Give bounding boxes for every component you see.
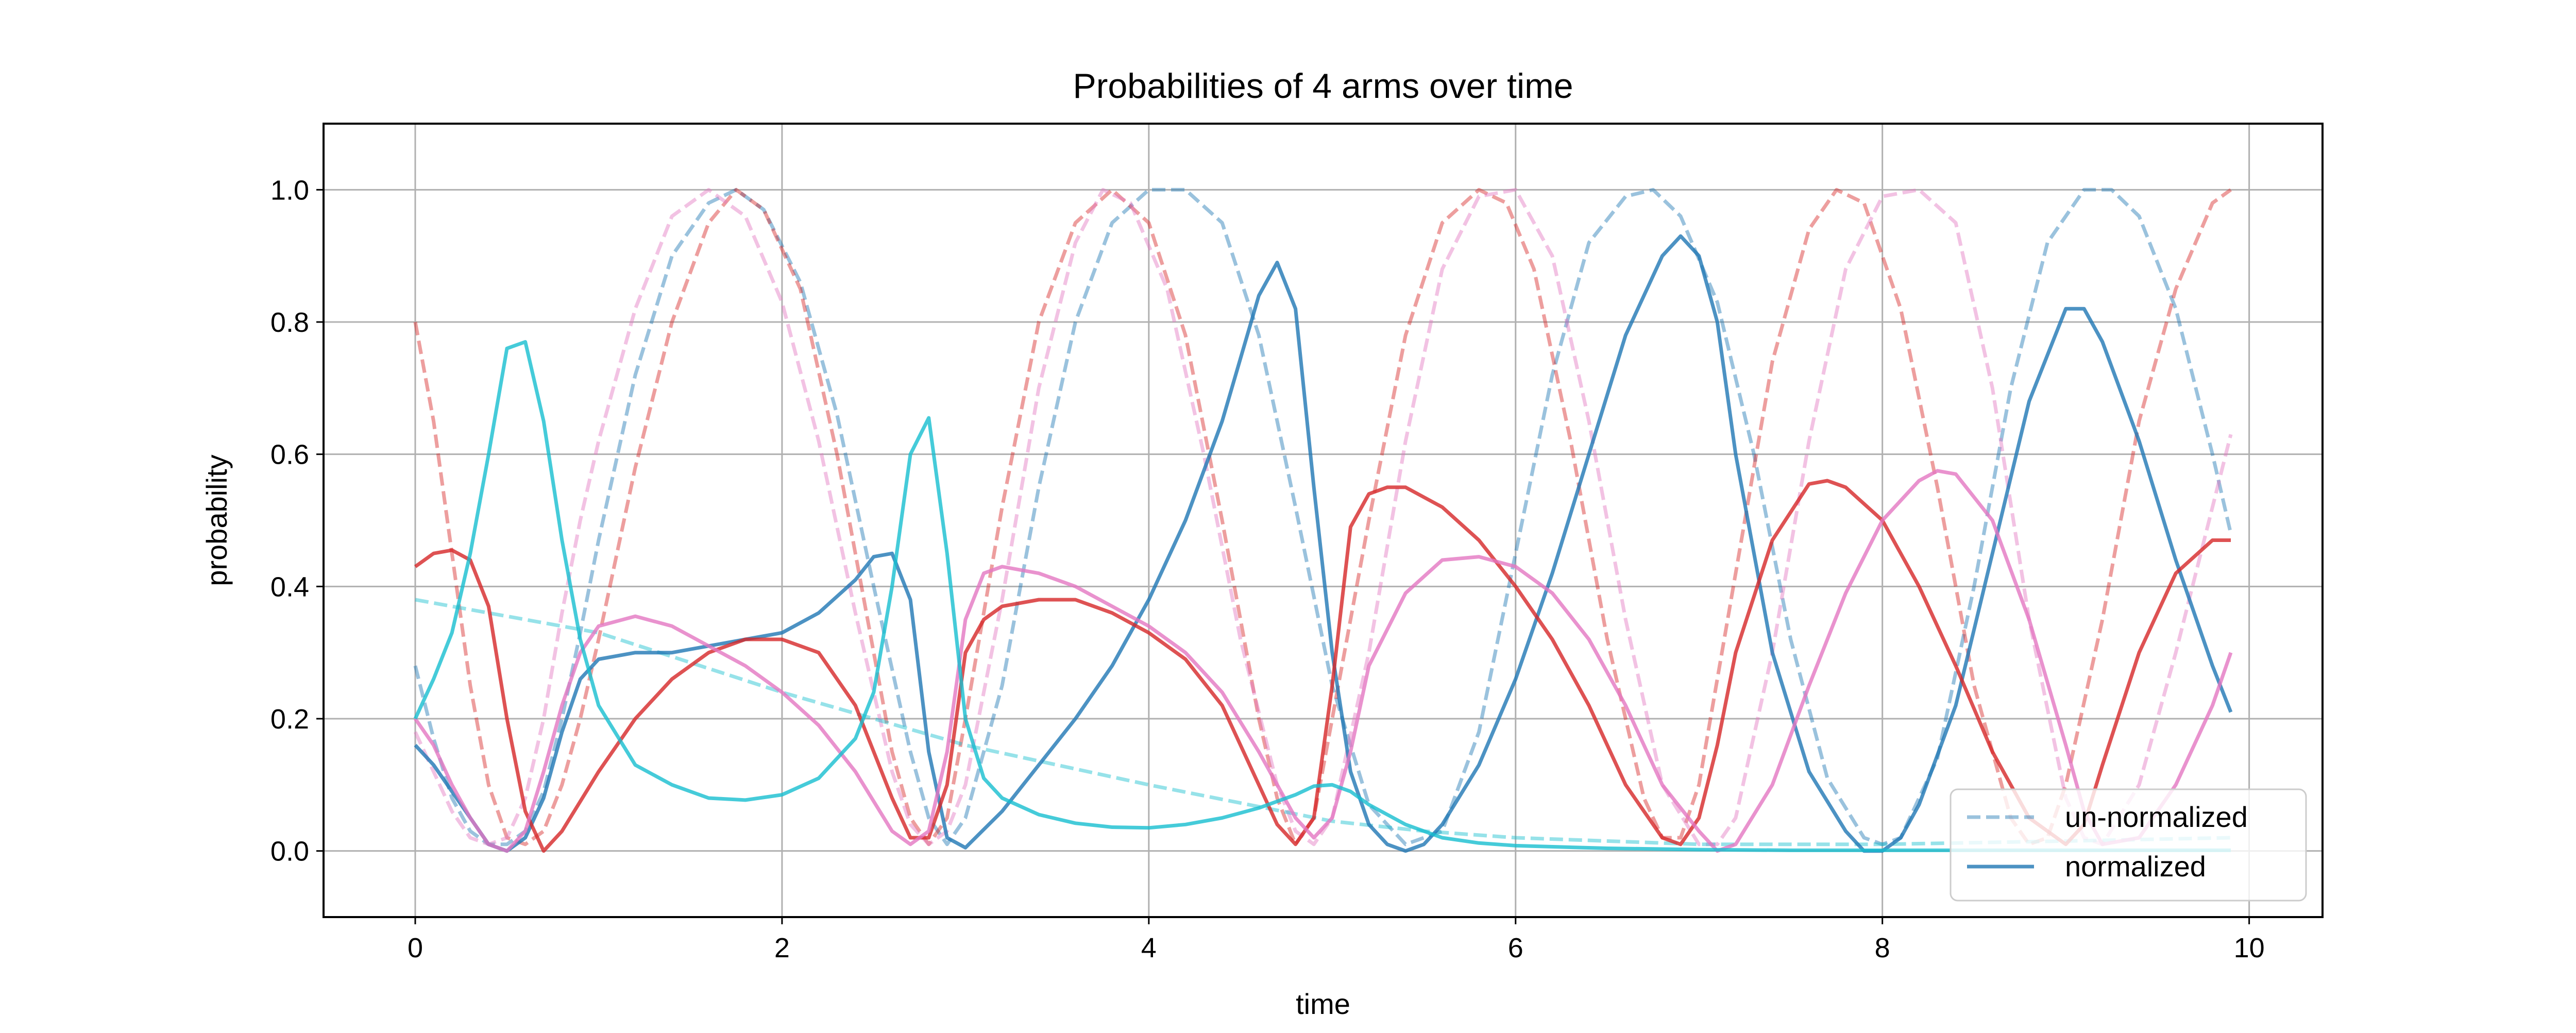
- series-group: [413, 188, 2233, 853]
- series-line-red-solid: [414, 479, 2231, 853]
- x-tick-label: 6: [1508, 933, 1523, 963]
- y-tick-label: 0.0: [270, 836, 309, 867]
- series-line-blue-solid: [414, 234, 2233, 853]
- series-line-red-dashed: [413, 188, 2232, 846]
- x-tick-label: 4: [1141, 933, 1157, 963]
- legend-label-un-normalized: un-normalized: [2065, 801, 2248, 833]
- x-tick-label: 8: [1875, 933, 1890, 963]
- x-tick-label: 2: [774, 933, 790, 963]
- legend-frame: [1950, 788, 2307, 902]
- x-axis-label: time: [1296, 988, 1350, 1020]
- series-line-pink-solid: [414, 469, 2233, 853]
- plot-frame: [323, 123, 2324, 918]
- y-axis-label: probability: [200, 454, 233, 586]
- axis-ticks: 0 2 4 6 8 10 0.0 0.2 0.4 0.6 0.8 1.0: [270, 175, 2265, 963]
- y-tick-label: 0.4: [270, 571, 309, 602]
- legend: un-normalized normalized: [1950, 788, 2307, 902]
- series-line-pink-dashed: [413, 188, 2233, 846]
- y-tick-label: 1.0: [270, 175, 309, 206]
- series-line-cyan-solid: [413, 340, 2231, 852]
- x-tick-label: 0: [408, 933, 423, 963]
- y-tick-label: 0.2: [270, 704, 309, 735]
- series-line-cyan-dashed: [415, 598, 2231, 846]
- chart-title: Probabilities of 4 arms over time: [1073, 66, 1573, 106]
- y-tick-label: 0.8: [270, 307, 309, 338]
- x-tick-label: 10: [2234, 933, 2265, 963]
- y-tick-label: 0.6: [270, 439, 309, 470]
- legend-label-normalized: normalized: [2065, 850, 2206, 883]
